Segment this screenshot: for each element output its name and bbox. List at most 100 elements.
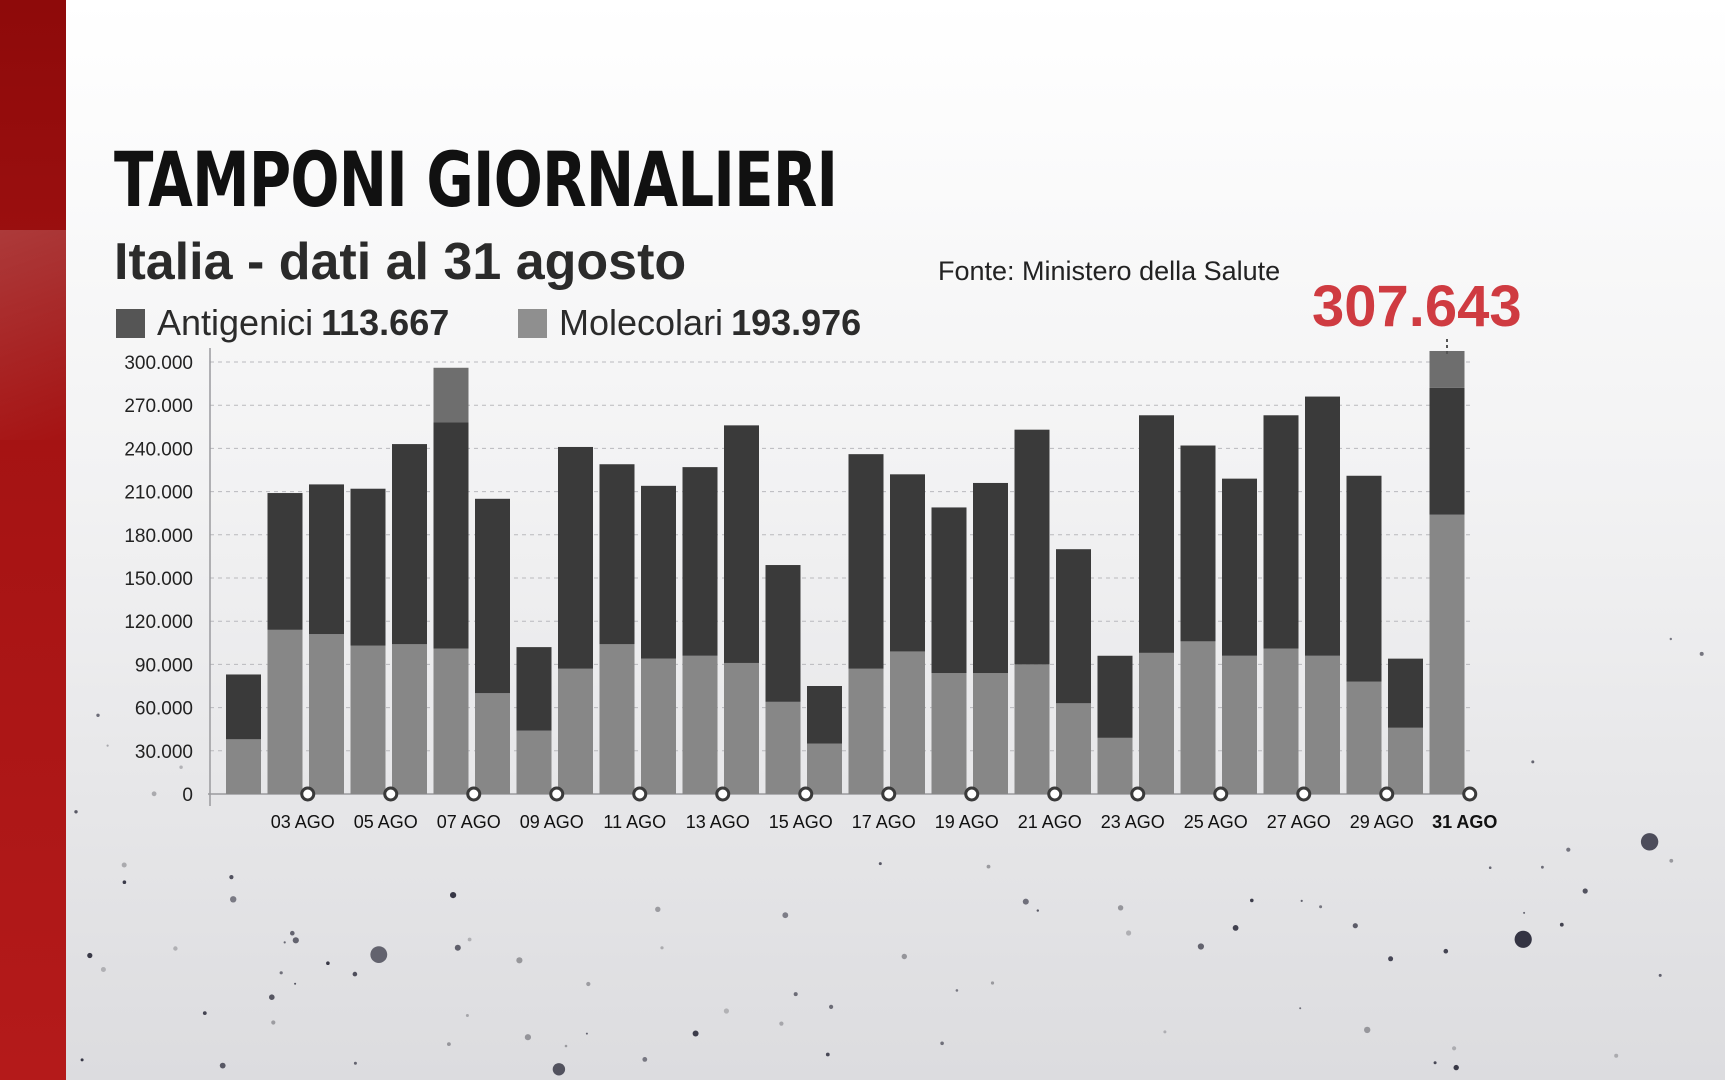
speckle [825, 1052, 830, 1057]
speckle [1640, 833, 1659, 851]
x-tick-label: 05 AGO [354, 812, 418, 832]
bar-molecolari [1388, 727, 1423, 794]
speckle [1614, 1053, 1619, 1058]
speckle [219, 1062, 226, 1069]
bar-molecolari [392, 644, 427, 794]
bar-antigenici [1014, 429, 1050, 665]
speckle [1453, 1064, 1459, 1071]
bar-antigenici [1222, 478, 1257, 656]
x-tick-marker [549, 786, 565, 802]
y-tick-label: 270.000 [124, 396, 193, 417]
speckle [1699, 651, 1704, 656]
speckle [1669, 637, 1673, 641]
bar-molecolari [558, 668, 593, 794]
y-tick-label: 90.000 [135, 655, 193, 676]
speckle [352, 971, 358, 977]
bar-molecolari [516, 730, 552, 794]
speckle [1541, 865, 1544, 869]
speckle [723, 1008, 730, 1014]
x-tick-marker [798, 786, 814, 802]
x-tick-marker [1130, 786, 1146, 802]
speckle [692, 1030, 699, 1037]
legend-value-molecolari: 193.976 [731, 302, 862, 343]
bar-antigenici [1305, 396, 1340, 656]
speckle [1566, 847, 1571, 852]
source-note: Fonte: Ministero della Salute [938, 256, 1281, 286]
bar-molecolari [1180, 641, 1216, 794]
legend-item-molecolari: Molecolari 193.976 [518, 302, 861, 344]
speckle [1163, 1030, 1167, 1034]
y-tick-label: 180.000 [124, 526, 193, 547]
speckle [1117, 905, 1124, 911]
speckle [1352, 923, 1358, 929]
x-tick-label: 27 AGO [1267, 812, 1331, 832]
speckle [122, 880, 127, 884]
speckle [467, 937, 472, 942]
speckle [1126, 930, 1132, 936]
speckle [74, 810, 78, 814]
bar-molecolari [682, 655, 718, 794]
speckle [80, 1058, 84, 1062]
brand-red-strip [0, 0, 66, 1080]
x-tick-label: 09 AGO [520, 812, 584, 832]
speckle [1300, 899, 1303, 903]
legend-swatch-molecolari [518, 308, 547, 338]
y-tick-label: 300.000 [124, 353, 193, 374]
bar-molecolari [641, 658, 676, 794]
bar-molecolari [848, 668, 884, 794]
speckle [793, 992, 798, 997]
speckle [87, 952, 93, 959]
x-tick-label: 19 AGO [935, 812, 999, 832]
y-tick-label: 0 [182, 785, 193, 806]
bar-antigenici [848, 454, 884, 669]
speckle [901, 953, 907, 960]
speckle [271, 1020, 276, 1025]
bar-antigenici-top [433, 367, 469, 423]
legend-item-antigenici: Antigenici 113.667 [116, 302, 449, 344]
bar-antigenici [1388, 658, 1423, 728]
bar-antigenici [392, 444, 427, 645]
speckle [1364, 1026, 1371, 1034]
bar-molecolari [1056, 703, 1091, 794]
speckle [829, 1004, 834, 1010]
x-tick-marker [1047, 786, 1063, 802]
speckle [229, 875, 234, 880]
speckle [782, 912, 789, 919]
bar-molecolari [890, 651, 925, 794]
bar-antigenici [1139, 415, 1174, 653]
bar-antigenici [475, 498, 510, 694]
bar-antigenici [765, 565, 801, 702]
bar-antigenici [1097, 655, 1133, 738]
speckle [1531, 760, 1535, 764]
speckle [454, 944, 461, 951]
speckle [779, 1021, 784, 1026]
bar-antigenici [1180, 445, 1216, 642]
x-tick-marker [383, 786, 399, 802]
bar-antigenici [1429, 387, 1465, 515]
bar-antigenici [309, 484, 344, 635]
speckle [878, 862, 882, 866]
bar-molecolari [1222, 655, 1257, 794]
legend-label-antigenici: Antigenici [157, 302, 314, 343]
bar-molecolari [226, 739, 261, 794]
speckle [173, 946, 178, 951]
legend-swatch-antigenici [116, 308, 145, 338]
bar-antigenici [890, 474, 925, 652]
speckle [202, 1011, 207, 1015]
bar-antigenici [973, 482, 1008, 674]
bar-molecolari [1346, 681, 1382, 794]
speckle [121, 862, 127, 868]
bar-molecolari [1139, 652, 1174, 794]
speckle [585, 1032, 588, 1035]
speckle [447, 1042, 451, 1046]
x-tick-label: 17 AGO [852, 812, 916, 832]
speckle [292, 937, 299, 944]
x-tick-label: 03 AGO [271, 812, 335, 832]
bar-molecolari [973, 673, 1008, 794]
speckle [516, 957, 523, 964]
speckle [1299, 1007, 1302, 1010]
speckle [370, 946, 388, 963]
chart-subtitle: Italia - dati al 31 agosto [114, 233, 687, 291]
bar-antigenici [1056, 549, 1091, 704]
chart-title: TAMPONI GIORNALIERI [114, 135, 838, 224]
